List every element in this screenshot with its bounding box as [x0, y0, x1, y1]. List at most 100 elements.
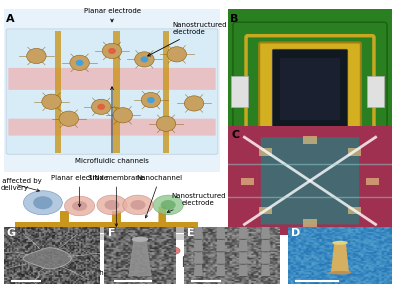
Bar — [112, 212, 121, 222]
Ellipse shape — [218, 237, 224, 238]
Ellipse shape — [262, 249, 269, 251]
Ellipse shape — [216, 275, 225, 277]
Ellipse shape — [240, 249, 246, 251]
Bar — [55, 31, 61, 153]
Ellipse shape — [132, 237, 148, 242]
Circle shape — [59, 111, 78, 126]
FancyBboxPatch shape — [8, 68, 216, 90]
Bar — [348, 207, 361, 214]
FancyBboxPatch shape — [158, 207, 166, 223]
Ellipse shape — [161, 200, 176, 210]
Ellipse shape — [104, 200, 120, 210]
Circle shape — [113, 108, 132, 123]
Polygon shape — [239, 250, 247, 263]
Text: Nanochannel: Nanochannel — [136, 175, 182, 218]
Ellipse shape — [24, 191, 62, 215]
Polygon shape — [262, 262, 270, 276]
Ellipse shape — [195, 249, 202, 251]
Bar — [60, 212, 69, 222]
FancyBboxPatch shape — [183, 256, 209, 267]
Text: G: G — [7, 228, 16, 238]
Circle shape — [27, 49, 46, 64]
Circle shape — [135, 52, 154, 67]
Text: SiNx membrane: SiNx membrane — [88, 175, 144, 226]
Ellipse shape — [262, 262, 269, 263]
Ellipse shape — [153, 195, 183, 215]
Ellipse shape — [261, 263, 270, 265]
Circle shape — [36, 262, 49, 268]
Circle shape — [42, 94, 61, 109]
Bar — [15, 227, 198, 233]
Ellipse shape — [218, 249, 224, 251]
Bar — [280, 58, 340, 120]
Ellipse shape — [194, 263, 203, 265]
FancyBboxPatch shape — [240, 151, 256, 171]
Ellipse shape — [328, 271, 352, 274]
Ellipse shape — [240, 262, 246, 263]
Ellipse shape — [195, 262, 202, 263]
Text: Planar electrode: Planar electrode — [84, 8, 140, 22]
Circle shape — [133, 259, 143, 264]
Polygon shape — [217, 225, 225, 238]
FancyBboxPatch shape — [6, 29, 218, 154]
Ellipse shape — [261, 238, 270, 240]
Polygon shape — [194, 237, 202, 251]
Polygon shape — [194, 250, 202, 263]
Circle shape — [118, 252, 128, 256]
Ellipse shape — [218, 262, 224, 263]
Bar — [259, 207, 272, 214]
Ellipse shape — [195, 224, 202, 226]
Circle shape — [97, 104, 105, 110]
Ellipse shape — [194, 275, 203, 277]
Polygon shape — [129, 239, 151, 276]
Ellipse shape — [216, 238, 225, 240]
Polygon shape — [262, 250, 270, 263]
Polygon shape — [239, 237, 247, 251]
FancyBboxPatch shape — [261, 137, 359, 224]
Bar — [304, 219, 316, 227]
Circle shape — [184, 96, 204, 111]
Text: B: B — [230, 14, 238, 24]
Ellipse shape — [97, 195, 127, 215]
Text: F: F — [108, 228, 115, 238]
Text: C: C — [231, 129, 240, 139]
Polygon shape — [217, 250, 225, 263]
Circle shape — [148, 256, 162, 263]
Text: Microfluidic channels: Microfluidic channels — [54, 262, 127, 276]
Ellipse shape — [239, 275, 248, 277]
Circle shape — [167, 47, 186, 62]
Text: Planar electrode: Planar electrode — [51, 175, 108, 207]
FancyBboxPatch shape — [259, 42, 361, 139]
Ellipse shape — [262, 237, 269, 238]
Text: E: E — [187, 228, 194, 238]
Circle shape — [76, 60, 84, 66]
FancyBboxPatch shape — [366, 151, 382, 171]
Ellipse shape — [194, 250, 203, 252]
Circle shape — [147, 97, 155, 103]
Circle shape — [70, 55, 89, 70]
Ellipse shape — [33, 196, 53, 209]
Text: A: A — [6, 14, 15, 24]
Circle shape — [156, 116, 176, 131]
Polygon shape — [23, 248, 71, 269]
Bar — [366, 178, 379, 185]
Ellipse shape — [239, 238, 248, 240]
Circle shape — [92, 99, 111, 115]
Polygon shape — [194, 225, 202, 238]
FancyBboxPatch shape — [233, 22, 387, 164]
Polygon shape — [217, 237, 225, 251]
Bar — [163, 31, 169, 153]
Polygon shape — [194, 262, 202, 276]
Ellipse shape — [72, 201, 87, 211]
Ellipse shape — [240, 224, 246, 226]
FancyBboxPatch shape — [272, 49, 348, 129]
Circle shape — [107, 263, 117, 267]
Polygon shape — [262, 237, 270, 251]
Circle shape — [108, 48, 116, 54]
Circle shape — [140, 56, 148, 63]
Text: Nanostructured
electrode: Nanostructured electrode — [167, 193, 226, 213]
Bar — [259, 148, 272, 156]
Bar — [15, 222, 198, 227]
Ellipse shape — [261, 275, 270, 277]
Ellipse shape — [195, 237, 202, 238]
